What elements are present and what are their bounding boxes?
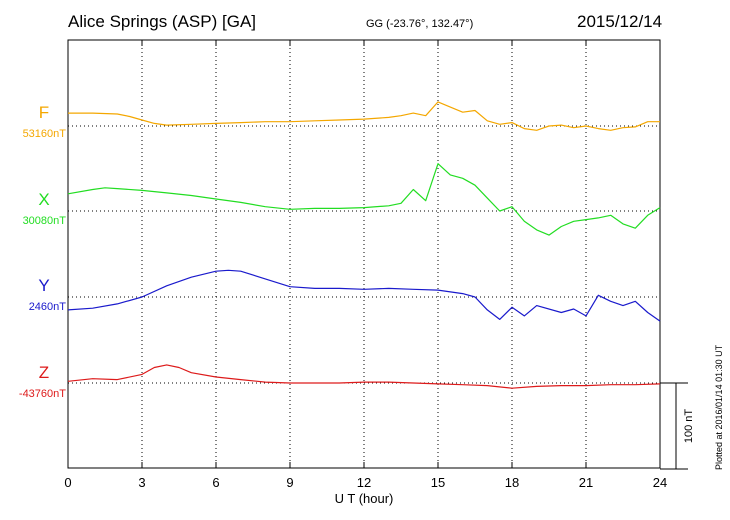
x-tick-label: 15: [431, 475, 445, 490]
x-tick-label: 18: [505, 475, 519, 490]
x-tick-label: 21: [579, 475, 593, 490]
scale-bar-group: 100 nT: [660, 382, 695, 470]
grid-layer: [68, 40, 660, 468]
series-baseline-z: -43760nT: [19, 388, 66, 400]
station-title: Alice Springs (ASP) [GA]: [68, 12, 257, 31]
series-baseline-y: 2460nT: [29, 301, 67, 313]
series-name-x: X: [38, 190, 49, 209]
x-tick-label: 0: [64, 475, 71, 490]
chart-date: 2015/12/14: [577, 12, 663, 31]
station-coordinates: GG (-23.76°, 132.47°): [366, 18, 474, 30]
x-tick-label: 3: [138, 475, 145, 490]
x-tick-label: 9: [286, 475, 293, 490]
series-baseline-x: 30080nT: [23, 215, 67, 227]
series-line-x: [67, 163, 661, 236]
series-labels-layer: F 53160nT X 30080nT Y 2460nT Z -43760nT: [19, 103, 66, 400]
series-line-y: [67, 269, 661, 322]
x-axis-label: U T (hour): [335, 491, 394, 506]
x-tick-label: 6: [212, 475, 219, 490]
series-baseline-f: 53160nT: [23, 128, 67, 140]
series-line-z: [67, 364, 661, 389]
series-name-y: Y: [38, 276, 49, 295]
x-tick-label: 24: [653, 475, 667, 490]
axis-layer: 0 3 6 9 12 15 18 21 24 U T (hour): [64, 40, 667, 506]
scale-bar-label: 100 nT: [683, 409, 695, 444]
series-line-f: [68, 101, 660, 131]
x-tick-label: 12: [357, 475, 371, 490]
series-layer: [67, 101, 661, 389]
series-name-f: F: [39, 103, 49, 122]
series-name-z: Z: [39, 363, 49, 382]
